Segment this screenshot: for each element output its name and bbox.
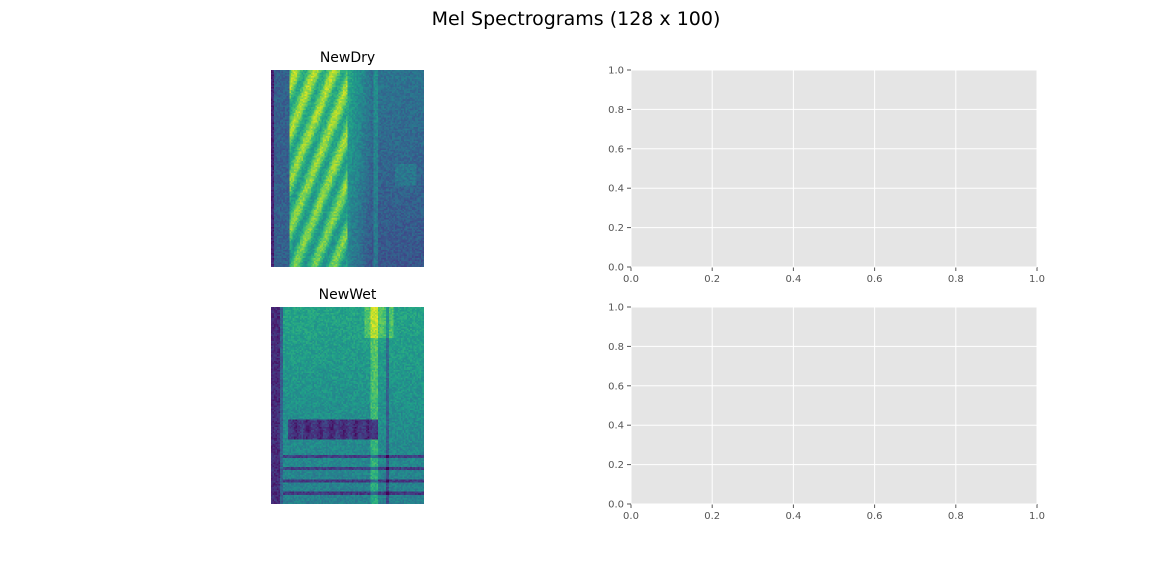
x-tick-label: 0.0: [623, 274, 639, 285]
spectrogram-title-newwet: NewWet: [318, 287, 377, 303]
spectrogram-newdry: [271, 70, 424, 267]
x-tick-label: 1.0: [1029, 274, 1045, 285]
figure-title: Mel Spectrograms (128 x 100): [431, 8, 721, 30]
axes-background: [631, 70, 1037, 267]
y-tick-label: 1.0: [608, 66, 624, 77]
x-tick-label: 0.6: [867, 274, 883, 285]
x-tick-label: 0.8: [948, 511, 964, 522]
y-tick-label: 0.2: [608, 460, 624, 471]
spectrogram-newwet: [271, 307, 424, 504]
x-tick-label: 0.4: [785, 274, 801, 285]
y-tick-label: 0.0: [608, 500, 624, 511]
y-tick-label: 0.2: [608, 223, 624, 234]
y-tick-label: 0.4: [608, 421, 624, 432]
x-tick-label: 0.2: [704, 274, 720, 285]
empty-axes-bottom: 0.0 0.2 0.4 0.6 0.8 1.0 0.0 0.2 0.4 0.6 0.8 1.0: [608, 303, 1045, 523]
y-tick-label: 0.0: [608, 263, 624, 274]
x-tick-label: 0.8: [948, 274, 964, 285]
y-tick-label: 0.6: [608, 381, 624, 392]
x-tick-label: 1.0: [1029, 511, 1045, 522]
x-tick-label: 0.0: [623, 511, 639, 522]
x-tick-label: 0.6: [867, 511, 883, 522]
axes-background: [631, 307, 1037, 504]
x-tick-label: 0.2: [704, 511, 720, 522]
y-tick-label: 0.8: [608, 342, 624, 353]
spectrogram-title-newdry: NewDry: [319, 50, 376, 66]
y-tick-label: 0.4: [608, 184, 624, 195]
y-tick-label: 0.6: [608, 144, 624, 155]
x-tick-label: 0.4: [785, 511, 801, 522]
y-tick-label: 0.8: [608, 105, 624, 116]
y-tick-label: 1.0: [608, 303, 624, 314]
empty-axes-top: 0.0 0.2 0.4 0.6 0.8 1.0 0.0 0.2 0.4 0.6 0.8 1.0: [608, 66, 1045, 286]
